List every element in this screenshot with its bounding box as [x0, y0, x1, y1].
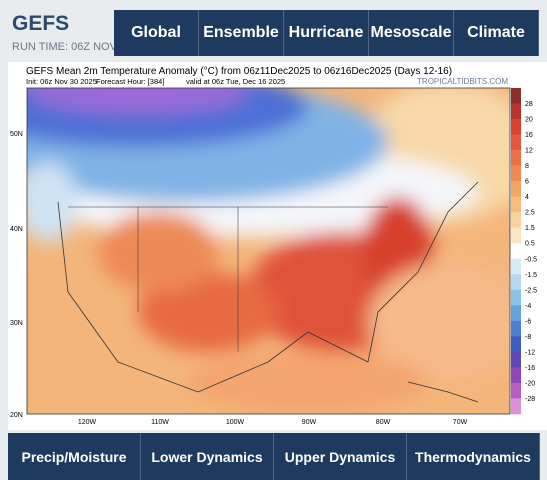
lon-label: 100W	[226, 419, 245, 426]
map-figure: GEFS Mean 2m Temperature Anomaly (°C) fr…	[10, 66, 537, 426]
colorbar-swatch	[511, 150, 521, 166]
nav-button[interactable]: Climate	[454, 10, 539, 56]
lon-label: 70W	[453, 419, 468, 426]
colorbar-label: -6	[525, 318, 531, 325]
lon-label: 80W	[376, 419, 391, 426]
colorbar-label: 4	[525, 194, 529, 201]
colorbar-swatch	[511, 212, 521, 229]
nav-button[interactable]: Thermodynamics	[407, 433, 540, 480]
colorbar-swatch	[511, 351, 521, 368]
colorbar-swatch	[511, 134, 521, 151]
site-title: GEFS	[12, 12, 70, 35]
nav-button[interactable]: Global	[114, 10, 199, 56]
colorbar-label: -28	[525, 396, 535, 403]
nav-button[interactable]: Upper Dynamics	[274, 433, 407, 480]
colorbar-swatch	[511, 336, 521, 353]
colorbar-swatch	[511, 367, 521, 384]
colorbar-swatch	[511, 289, 521, 306]
run-time: RUN TIME: 06Z NOV 30	[12, 41, 133, 53]
map-frame	[26, 87, 511, 415]
colorbar-swatch	[511, 274, 521, 291]
bottom-nav: Precip/Moisture Lower Dynamics Upper Dynam…	[8, 433, 540, 480]
lon-label: 120W	[78, 419, 97, 426]
init-line: Init: 06z Nov 30 2025	[26, 77, 97, 86]
nav-button[interactable]: Ensemble	[199, 10, 284, 56]
colorbar-label: 12	[525, 148, 533, 155]
watermark: TROPICALTIDBITS.COM	[417, 77, 508, 86]
valid-time: valid at 06z Tue, Dec 16 2025	[186, 77, 285, 86]
colorbar-swatch	[511, 181, 521, 197]
colorbar-label: 16	[525, 132, 533, 139]
colorbar-swatch	[511, 398, 521, 415]
colorbar-label: -4	[525, 303, 531, 310]
lon-labels: 120W 110W 100W 90W 80W 70W	[78, 419, 468, 426]
colorbar-label: 1.5	[525, 225, 535, 232]
colorbar-label: 2.5	[525, 210, 535, 217]
nav-button[interactable]: Mesoscale	[369, 10, 454, 56]
forecast-hour: Forecast Hour: [384]	[96, 77, 164, 86]
colorbar-label: 20	[525, 117, 533, 124]
colorbar-label: -20	[525, 380, 535, 387]
map-title: GEFS Mean 2m Temperature Anomaly (°C) fr…	[26, 66, 452, 77]
colorbar-label: -16	[525, 365, 535, 372]
lat-label: 30N	[10, 320, 23, 327]
top-nav: Global Ensemble Hurricane Mesoscale Climate	[114, 10, 539, 56]
colorbar-label: -2.5	[525, 287, 537, 294]
colorbar-swatch	[511, 103, 521, 120]
colorbar-swatch	[511, 320, 521, 337]
colorbar-swatch	[511, 258, 521, 275]
lon-label: 90W	[302, 419, 317, 426]
lat-label: 40N	[10, 226, 23, 233]
colorbar-swatch	[511, 382, 521, 399]
nav-button[interactable]: Precip/Moisture	[8, 433, 141, 480]
map	[27, 88, 510, 414]
colorbar-swatch	[511, 227, 521, 244]
colorbar: 28 20 16 12 8 6 4 2.5 1.5 0.5 -0.5 -1.5 -2.5 -4 -6 -8 -1…	[511, 88, 537, 415]
colorbar-label: 8	[525, 163, 529, 170]
colorbar-swatch	[511, 305, 521, 322]
lat-label: 20N	[10, 412, 23, 419]
lat-label: 50N	[10, 131, 23, 138]
colorbar-swatch	[511, 165, 521, 182]
colorbar-label: 6	[525, 179, 529, 186]
colorbar-label: -8	[525, 334, 531, 341]
colorbar-label: -0.5	[525, 256, 537, 263]
map-panel: GEFS Mean 2m Temperature Anomaly (°C) fr…	[8, 62, 547, 430]
colorbar-label: -1.5	[525, 272, 537, 279]
lon-label: 110W	[151, 419, 169, 426]
lat-labels: 50N 40N 30N 20N	[10, 131, 23, 419]
colorbar-swatch	[511, 196, 521, 213]
colorbar-swatch	[511, 88, 521, 104]
colorbar-label: 28	[525, 101, 533, 108]
colorbar-label: -12	[525, 349, 535, 356]
colorbar-swatch	[511, 119, 521, 135]
nav-button[interactable]: Lower Dynamics	[141, 433, 274, 480]
nav-button[interactable]: Hurricane	[284, 10, 369, 56]
colorbar-label: 0.5	[525, 241, 535, 248]
colorbar-swatch	[511, 243, 521, 260]
